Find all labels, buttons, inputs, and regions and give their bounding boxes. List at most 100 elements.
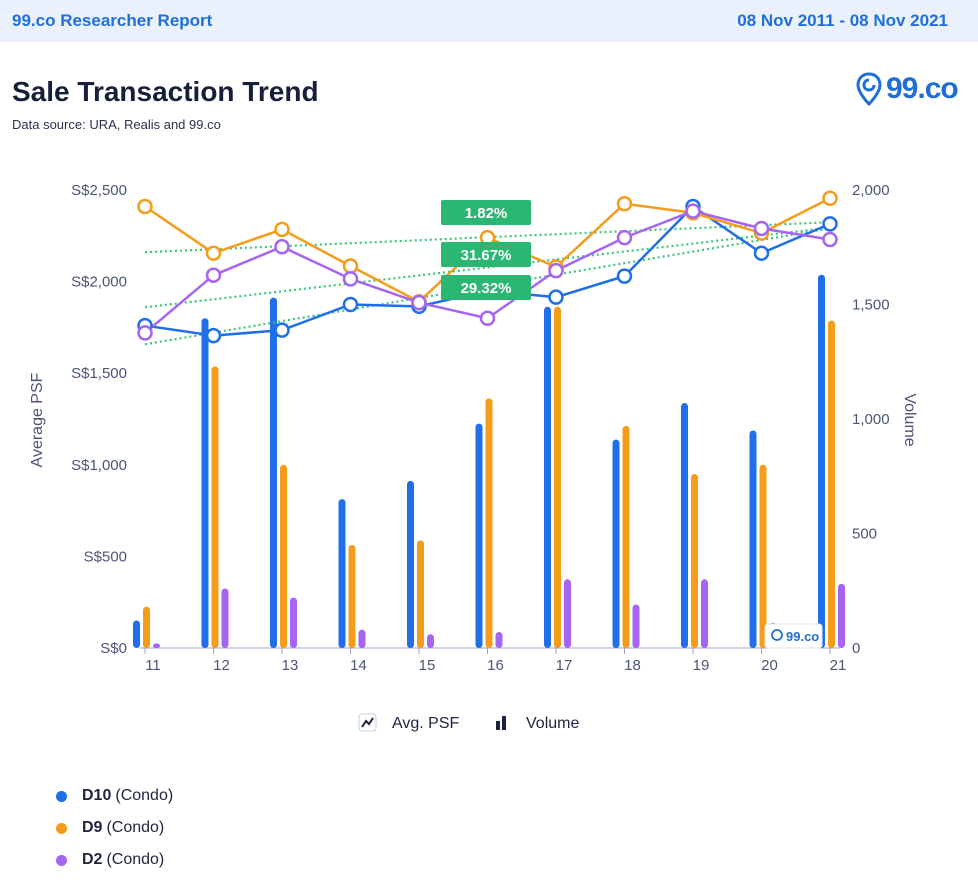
x-tick-label: 15: [419, 657, 436, 674]
y-right-tick-label: 0: [852, 640, 860, 657]
psf-point-d10: [274, 322, 290, 338]
legend-type: (Condo): [106, 819, 165, 836]
legend-item-avg-psf[interactable]: Avg. PSF: [358, 713, 460, 732]
y-right-tick-label: 500: [852, 526, 877, 543]
volume-bar-d9: [211, 366, 219, 648]
volume-bar-d2: [427, 634, 434, 648]
y-left-tick-label: S$1,500: [71, 365, 127, 382]
legend-dot-d2: [56, 854, 67, 866]
psf-point-d10: [616, 268, 633, 284]
volume-bar-d10: [612, 439, 620, 648]
trend-line-d9: [144, 221, 831, 254]
volume-bar-d2: [632, 604, 640, 648]
legend-series-d10[interactable]: D10 (Condo): [56, 780, 173, 812]
chart-subtitle: Data source: URA, Realis and 99.co: [12, 117, 221, 132]
sale-transaction-chart: Average PSF Volume S$0 S$500 S$1,000 S$1,50…: [29, 182, 918, 732]
line-chart-icon: [361, 717, 374, 728]
chart-watermark: 99.co: [764, 623, 823, 649]
legend-code: D2: [82, 851, 103, 868]
volume-bar-d2: [290, 597, 297, 648]
trend-badge-label: 29.32%: [461, 280, 512, 297]
psf-point-d10: [548, 289, 564, 305]
psf-point-d9: [342, 258, 359, 274]
psf-point-d2: [205, 267, 222, 283]
volume-bar-d10: [818, 274, 825, 648]
psf-point-d10: [342, 296, 359, 313]
y-right-tick-label: 1,500: [852, 297, 890, 314]
volume-bar-d2: [153, 643, 160, 648]
x-tick-label: 18: [624, 657, 641, 674]
chart-legend[interactable]: Avg. PSF Volume: [358, 713, 579, 732]
volume-bar-d9: [759, 464, 767, 648]
psf-point-d2: [753, 220, 770, 237]
volume-bar-d2: [564, 579, 571, 648]
y-left-tick-label: S$2,000: [71, 274, 127, 291]
y-left-tick-label: S$1,000: [71, 457, 127, 474]
psf-point-d10: [753, 245, 770, 261]
y-left-tick-label: S$0: [100, 640, 127, 657]
y-right-tick-label: 1,000: [852, 411, 890, 428]
watermark-text: 99.co: [786, 629, 819, 644]
chart-title: Sale Transaction Trend: [12, 76, 319, 107]
y-left-tick-label: S$500: [84, 548, 127, 565]
psf-point-d2: [822, 231, 838, 248]
volume-bar-d10: [201, 318, 209, 648]
volume-bar-d2: [495, 631, 503, 648]
psf-point-d2: [274, 239, 290, 255]
trend-badge: [441, 242, 531, 267]
psf-point-d9: [616, 195, 633, 212]
psf-point-d9: [205, 245, 222, 261]
volume-bar-d2: [701, 579, 708, 648]
volume-bar-d10: [749, 430, 757, 648]
legend-item-volume[interactable]: Volume: [496, 715, 579, 732]
x-tick-label: 12: [213, 657, 230, 674]
volume-bar-d9: [691, 473, 698, 648]
x-tick-label: 14: [350, 657, 367, 674]
location-pin-icon: [856, 72, 882, 106]
psf-point-d10: [205, 327, 222, 344]
psf-point-d9: [274, 221, 290, 238]
volume-bar-d10: [475, 423, 483, 648]
volume-bar-d9: [622, 425, 630, 648]
legend-dot-d9: [56, 822, 67, 834]
volume-bar-d2: [838, 583, 845, 648]
legend-type: (Condo): [115, 787, 174, 804]
y-left-tick-label: S$2,500: [71, 182, 127, 199]
legend-series-d9[interactable]: D9 (Condo): [56, 812, 173, 844]
x-tick-label: 16: [487, 657, 504, 674]
report-date-range: 08 Nov 2011 - 08 Nov 2021: [737, 11, 948, 30]
x-tick-label: 19: [693, 657, 710, 674]
legend-series-d2[interactable]: D2 (Condo): [56, 844, 173, 876]
psf-point-d2: [137, 325, 153, 341]
x-tick-label: 11: [145, 657, 161, 674]
volume-bar-d2: [221, 588, 229, 648]
trend-badge-label: 1.82%: [465, 205, 508, 222]
trend-badge: [441, 200, 531, 225]
legend-volume-label: Volume: [526, 715, 579, 732]
legend-avg-psf-label: Avg. PSF: [392, 715, 460, 732]
volume-bar-d10: [544, 306, 551, 648]
legend-code: D9: [82, 819, 103, 836]
volume-bar-d10: [338, 499, 346, 648]
psf-point-d2: [616, 229, 633, 246]
watermark-pin-icon: [771, 629, 783, 641]
volume-bar-d10: [133, 620, 140, 648]
volume-bar-d9: [348, 544, 356, 648]
x-tick-label: 21: [830, 657, 847, 674]
psf-point-d10: [822, 216, 838, 232]
volume-bar-d10: [407, 480, 414, 648]
legend-code: D10: [82, 787, 112, 804]
psf-point-d2: [479, 310, 496, 326]
x-tick-label: 20: [761, 657, 778, 674]
legend-dot-d10: [56, 790, 67, 802]
logo-text: 99.co: [886, 72, 959, 105]
brand-logo: 99.co: [856, 72, 959, 106]
y-axis-title-right: Volume: [901, 393, 918, 446]
trend-line-d10: [144, 227, 831, 346]
y-axis-title-left: Average PSF: [29, 372, 46, 467]
x-tick-label: 17: [556, 657, 573, 674]
report-brand: 99.co Researcher Report: [12, 11, 213, 30]
trend-badge-label: 31.67%: [461, 247, 512, 264]
y-right-tick-label: 2,000: [852, 182, 890, 199]
volume-bar-d9: [417, 540, 424, 648]
